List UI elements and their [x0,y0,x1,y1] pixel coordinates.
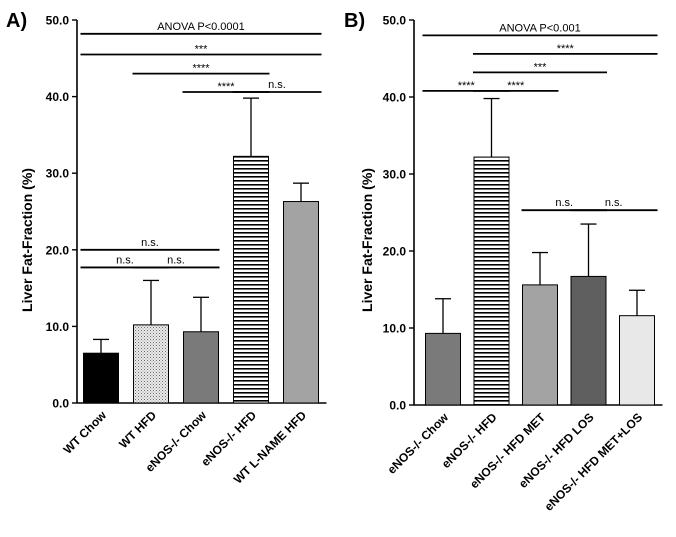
significance-label: n.s. [167,254,185,266]
error-bar [483,97,500,158]
panel-label: B) [344,10,365,32]
x-tick-label: eNOS-/- HFD MET+LOS [542,410,645,513]
bar [183,331,219,404]
y-tick-label: 10.0 [46,320,70,334]
significance-bracket: **** [473,43,658,55]
significance-bracket: n.s. [132,254,220,269]
x-tick-label: eNOS-/- Chow [385,410,452,477]
error-bars [93,97,309,354]
significance-label: **** [507,80,525,92]
y-tick-label: 50.0 [46,14,70,28]
significance-bracket: n.s. [521,197,607,212]
bar [570,275,607,406]
bar [233,155,269,404]
bars [425,156,655,406]
y-axis-label: Liver Fat-Fraction (%) [359,168,375,312]
error-bar [532,251,548,285]
panel-label: A) [6,10,27,32]
y-tick-label: 0.0 [52,397,69,411]
significance-label: **** [217,81,235,93]
significance-label: **** [557,43,575,55]
error-bar [193,296,209,332]
y-tick-label: 40.0 [383,91,407,105]
bar [473,156,510,406]
y-tick-label: 0.0 [389,399,406,413]
significance-label: ANOVA P<0.001 [499,22,580,34]
error-bar [629,289,645,316]
significance-bracket: *** [80,43,322,55]
significance-label: *** [534,61,548,73]
error-bar [293,182,309,202]
y-tick-label: 40.0 [46,90,70,104]
panel-b: B) Liver Fat-Fraction (%) 0.0 10.0 20.0 30.… [344,10,663,514]
bar [619,315,655,406]
significance-annotations: ANOVA P<0.0001*********** n.s.n.s.n.s. n.s… [80,21,322,269]
panel-a: A) Liver Fat-Fraction (%) 0.0 10.0 20.0 30.… [6,10,327,486]
significance-label: *** [195,43,209,55]
significance-label: **** [458,80,476,92]
error-bar [580,223,597,277]
bar [425,332,461,406]
bars [83,155,319,404]
significance-bracket: n.s. [80,237,220,251]
bar [133,324,169,404]
significance-annotations: ANOVA P<0.001*********** ****n.s. n.s. [422,22,658,212]
significance-bracket: ANOVA P<0.0001 [80,21,322,35]
bar [283,201,319,404]
significance-bracket: **** [473,80,559,92]
significance-label: n.s. [268,79,286,91]
error-bar [143,279,159,325]
bar [83,352,119,404]
significance-bracket: **** [132,63,270,75]
significance-bracket: ANOVA P<0.001 [422,22,658,37]
significance-label: n.s. [555,197,573,209]
significance-bracket: *** [473,61,607,73]
y-axis-label: Liver Fat-Fraction (%) [19,168,35,312]
error-bar [243,97,259,157]
bar [522,284,558,406]
significance-label: ANOVA P<0.0001 [157,21,245,33]
y-tick-label: 50.0 [383,14,407,28]
significance-bracket: n.s. [80,254,170,269]
significance-label: n.s. [141,237,159,249]
y-tick-label: 30.0 [383,168,407,182]
significance-label: n.s. [116,254,134,266]
x-tick-label: WT HFD [116,408,159,451]
y-tick-label: 20.0 [383,245,407,259]
significance-label: **** [192,63,210,75]
error-bars [435,97,645,334]
y-tick-label: 20.0 [46,243,70,257]
error-bar [435,298,451,334]
significance-label: n.s. [605,197,623,209]
y-tick-label: 10.0 [383,322,407,336]
y-tick-label: 30.0 [46,167,70,181]
significance-bracket: n.s. [570,197,658,212]
error-bar [93,338,109,354]
significance-bracket: n.s. [232,79,322,93]
x-tick-label: WT Chow [61,408,110,457]
